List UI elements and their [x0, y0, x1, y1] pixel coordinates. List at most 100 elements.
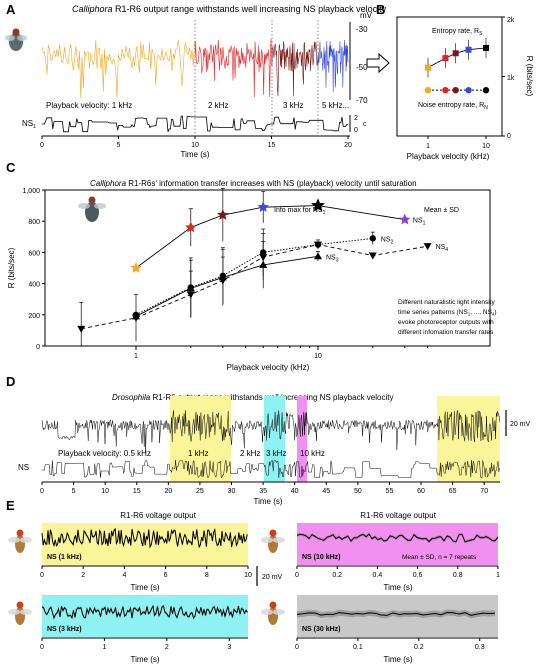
ns4-marker [314, 241, 322, 249]
fly-wing [261, 609, 273, 615]
voltage-segment-2 [194, 38, 272, 98]
e-xlabel-30k: Time (s) [383, 655, 412, 664]
mv-tick-70: -70 [356, 96, 368, 105]
x-tick-label: 25 [196, 488, 204, 495]
voltage-segment-1 [41, 39, 195, 99]
panel-e-mean-sd: Mean ± SD, n = 7 repeats [402, 554, 477, 561]
panel-b-ticks [427, 16, 505, 139]
panel-c-chart: 0 200 400 600 800 1,000 1 10 NS1 NS2 NS3 NS4 [22, 188, 448, 360]
panel-b-ytick-2k: 2k [507, 17, 515, 24]
ns10k-label: NS (10 kHz) [302, 554, 341, 561]
panel-label-d: D [6, 374, 15, 389]
e-xlabel-3k: Time (s) [130, 655, 159, 664]
e1k-tick-label: 4 [122, 572, 126, 579]
e3k-tick-label: 1 [102, 644, 106, 651]
series-line-NS4 [81, 244, 428, 330]
x-tick-label: 10 [101, 488, 109, 495]
panel-b-xtick-10: 10 [482, 143, 490, 150]
fly-wing [273, 537, 285, 543]
x-tick-label: 1 [134, 353, 138, 360]
panel-c-mean-sd: Mean ± SD [424, 207, 459, 214]
ns1-label: NS1 [22, 119, 36, 130]
ns-tick-2: 2 [354, 115, 358, 122]
panel-label-b: B [376, 2, 385, 17]
entropy-point [425, 64, 431, 71]
ns1-star [311, 198, 325, 212]
ns4-marker [368, 252, 377, 260]
series-line-NS1 [135, 205, 405, 269]
e1k-tick-label: 10 [244, 572, 252, 579]
panel-a-title: Calliphora R1-R6 output range withstands… [72, 4, 387, 14]
x-tick-label: 20 [344, 142, 352, 149]
d-velocity-2: 2 kHz [240, 449, 260, 458]
x-tick-label: 50 [354, 488, 362, 495]
e1k-tick-label: 0 [40, 572, 44, 579]
y-tick-label: 1,000 [22, 188, 40, 195]
velocity-5khz: 5 kHz... [322, 101, 349, 110]
e30k-tick-label: 0.3 [475, 644, 485, 651]
x-tick-label: 45 [322, 488, 330, 495]
ns4-marker [259, 254, 268, 262]
panel-d-x-ticks: 0 5 10 15 20 25 30 35 40 45 50 55 60 65 70 [40, 482, 488, 495]
d-ns-line [42, 459, 500, 479]
ns4-marker [132, 314, 140, 322]
fly-wing [8, 537, 20, 543]
fly-wing [20, 609, 32, 615]
d-velocity-1: 1 kHz [188, 449, 208, 458]
x-tick-label: 0 [40, 488, 44, 495]
e10k-tick-label: 0.8 [453, 572, 463, 579]
noise-point [452, 86, 459, 94]
panel-e-scale: 20 mV [262, 574, 283, 581]
ns-tick-0: 0 [354, 127, 358, 134]
x-tick-label: 55 [386, 488, 394, 495]
x-tick-label: 0 [40, 142, 44, 149]
fly-wing [20, 537, 32, 543]
ns-unit: c [363, 121, 367, 128]
noise-point [442, 86, 449, 94]
ns4-marker [218, 277, 227, 285]
entropy-point [442, 55, 449, 62]
series-line-NS2 [135, 237, 373, 316]
e-xlabel-1k: Time (s) [130, 583, 159, 592]
ns4-marker [186, 291, 195, 299]
highlight-1khz [170, 396, 231, 482]
arrow-icon [366, 52, 390, 74]
ns3k-bg [42, 595, 248, 637]
entropy-rate-label: Entropy rate, RS [432, 28, 483, 37]
ns3k-trace-sd-band [42, 604, 248, 620]
y-tick-label: 800 [28, 219, 40, 226]
ns4-marker [423, 243, 432, 251]
ns3-marker [314, 252, 322, 260]
series-label-NS4: NS4 [436, 244, 449, 253]
ns10k-bg [297, 523, 498, 565]
velocity-1khz: Playback velocity: 1 kHz [46, 101, 132, 110]
panel-d-voltage-trace [41, 409, 501, 453]
e3k-tick-label: 2 [165, 644, 169, 651]
e1k-tick-label: 8 [205, 572, 209, 579]
ns1-star [217, 209, 229, 220]
velocity-3khz: 3 kHz [283, 101, 303, 110]
noise-entropy-label: Noise entropy rate, RN [418, 102, 488, 111]
panel-label-a: A [6, 2, 16, 17]
ns1-star [257, 201, 269, 212]
ns10k-trace [296, 533, 499, 543]
panel-b-ylabel: R (bits/sec) [525, 56, 534, 97]
ns2-marker [369, 235, 376, 242]
panel-a-x-ticks: 0 5 10 15 20 [40, 136, 352, 149]
e10k-tick-label: 0.2 [332, 572, 342, 579]
fly-icon-c [78, 196, 106, 222]
x-tick-label: 20 [164, 488, 172, 495]
ns10k-trace-sd-band [297, 532, 498, 544]
velocity-2khz: 2 kHz [208, 101, 228, 110]
x-tick-label: 5 [72, 488, 76, 495]
ns1-star [185, 221, 197, 233]
panel-c-note-1: Different naturalistic light intensity [398, 299, 495, 306]
ns3k-label: NS (3 kHz) [47, 626, 82, 633]
y-tick-label: 200 [28, 313, 40, 320]
ns1-star [399, 213, 411, 225]
ns1k-trace [41, 527, 248, 549]
entropy-point [452, 50, 459, 57]
panel-e-traces [41, 527, 499, 620]
panel-d-ns-label: NS [18, 463, 29, 472]
e30k-tick-label: 0.1 [353, 644, 363, 651]
